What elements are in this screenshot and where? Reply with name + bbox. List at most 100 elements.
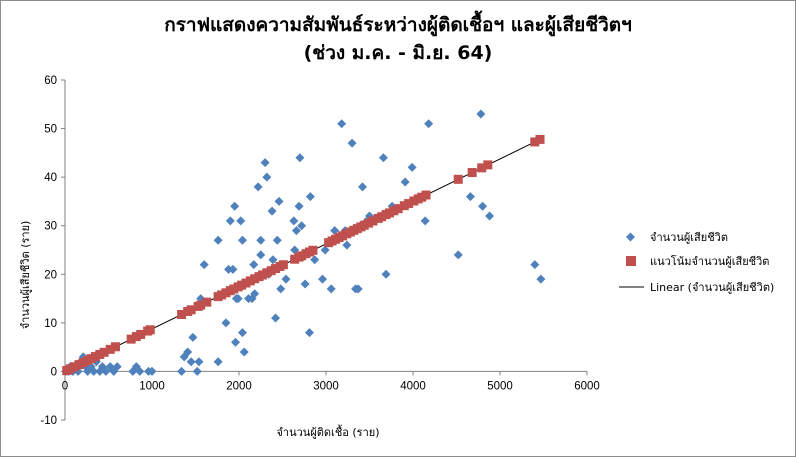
data-point-deaths	[453, 250, 463, 260]
data-point-deaths	[536, 274, 546, 284]
data-point-deaths	[213, 235, 223, 245]
data-point-deaths	[291, 226, 301, 236]
x-tick-label: 1000	[139, 380, 165, 392]
data-point-deaths	[135, 366, 145, 376]
data-point-deaths	[274, 196, 284, 206]
data-point-deaths	[342, 240, 352, 250]
data-point-deaths	[530, 260, 540, 270]
data-point-deaths	[199, 260, 209, 270]
data-point-deaths	[89, 366, 99, 376]
data-point-deaths	[256, 250, 266, 260]
series-trend-markers	[62, 134, 545, 376]
data-point-deaths	[188, 332, 198, 342]
data-point-deaths	[276, 284, 286, 294]
data-point-trend	[278, 260, 288, 270]
data-point-deaths	[249, 260, 259, 270]
legend: จำนวนผู้เสียชีวิต แนวโน้มจำนวนผู้เสียชีว…	[619, 231, 774, 294]
data-point-deaths	[485, 211, 495, 221]
data-point-deaths	[253, 182, 263, 192]
data-point-trend	[308, 245, 318, 255]
data-point-deaths	[239, 347, 249, 357]
data-point-trend	[467, 168, 477, 178]
x-tick-label: 5000	[487, 380, 513, 392]
data-point-trend	[483, 160, 493, 170]
data-point-deaths	[186, 357, 196, 367]
data-point-deaths	[353, 284, 363, 294]
y-axis-title: จำนวนผู้เสียชีวิต (ราย)	[19, 221, 32, 330]
data-point-deaths	[295, 153, 305, 163]
data-point-trend	[126, 334, 136, 344]
data-point-trend	[368, 216, 378, 226]
legend-label-linear: Linear (จำนวนผู้เสียชีวิต)	[650, 281, 774, 294]
data-point-trend	[196, 300, 206, 310]
data-point-deaths	[256, 235, 266, 245]
y-tick-label: 60	[44, 75, 57, 87]
data-point-deaths	[177, 366, 187, 376]
data-point-deaths	[271, 313, 281, 323]
data-point-deaths	[228, 264, 238, 274]
data-point-deaths	[476, 109, 486, 119]
data-point-deaths	[236, 216, 246, 226]
data-point-deaths	[101, 366, 111, 376]
x-tick-label: 6000	[574, 380, 600, 392]
data-point-deaths	[310, 255, 320, 265]
data-point-deaths	[250, 289, 260, 299]
data-point-deaths	[233, 294, 243, 304]
data-point-deaths	[347, 138, 357, 148]
chart-title-line-1: กราฟแสดงความสัมพันธ์ระหว่างผู้ติดเชื้อฯ …	[164, 14, 632, 36]
data-point-deaths	[300, 279, 310, 289]
data-point-deaths	[478, 201, 488, 211]
data-point-trend	[477, 163, 487, 173]
legend-marker-deaths	[626, 232, 635, 242]
data-point-deaths	[420, 216, 430, 226]
series-deaths-markers	[61, 109, 546, 376]
data-point-deaths	[378, 153, 388, 163]
data-point-trend	[145, 325, 155, 335]
data-point-deaths	[112, 362, 122, 372]
data-point-deaths	[326, 284, 336, 294]
data-point-deaths	[230, 201, 240, 211]
data-point-deaths	[290, 245, 300, 255]
data-point-trend	[393, 204, 403, 214]
data-point-deaths	[320, 245, 330, 255]
data-point-deaths	[318, 274, 328, 284]
data-point-trend	[530, 137, 540, 147]
y-tick-label: 40	[44, 172, 57, 184]
x-tick-label: 2000	[226, 380, 252, 392]
y-tick-label: -10	[40, 415, 57, 427]
data-point-deaths	[305, 192, 315, 202]
data-point-trend	[404, 199, 414, 209]
data-point-trend	[177, 309, 187, 319]
data-point-trend	[421, 190, 431, 200]
data-point-trend	[453, 174, 463, 184]
data-point-deaths	[272, 235, 282, 245]
x-tick-label: 4000	[400, 380, 426, 392]
data-point-deaths	[262, 172, 272, 182]
legend-label-deaths: จำนวนผู้เสียชีวิต	[650, 231, 728, 244]
chart-title-line-2: (ช่วง ม.ค. - มิ.ย. 64)	[303, 42, 493, 64]
data-point-deaths	[231, 337, 241, 347]
data-point-deaths	[407, 162, 417, 172]
data-point-deaths	[268, 255, 278, 265]
data-point-deaths	[297, 221, 307, 231]
y-tick-label: 0	[51, 366, 57, 378]
data-point-trend	[110, 342, 120, 352]
data-point-deaths	[289, 216, 299, 226]
y-tick-label: 10	[44, 318, 57, 330]
data-point-deaths	[337, 119, 347, 129]
data-point-trend	[202, 297, 212, 307]
data-point-deaths	[294, 201, 304, 211]
data-point-deaths	[237, 328, 247, 338]
data-point-trend	[99, 347, 109, 357]
data-point-deaths	[330, 226, 340, 236]
data-point-trend	[535, 134, 545, 144]
legend-label-trend: แนวโน้มจำนวนผู้เสียชีวิต	[650, 254, 769, 268]
data-point-deaths	[213, 357, 223, 367]
data-point-trend	[105, 344, 115, 354]
y-tick-label: 30	[44, 221, 57, 233]
data-point-deaths	[194, 357, 204, 367]
data-point-deaths	[147, 366, 157, 376]
data-point-deaths	[465, 192, 475, 202]
data-point-deaths	[225, 216, 235, 226]
data-point-trend	[186, 305, 196, 315]
